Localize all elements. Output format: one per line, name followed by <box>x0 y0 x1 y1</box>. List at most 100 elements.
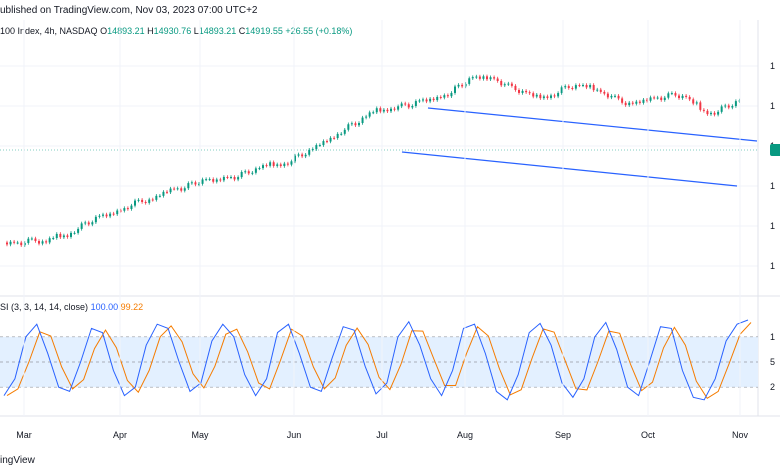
candle-down <box>180 188 183 191</box>
candle-down <box>525 90 528 93</box>
candle-down <box>493 77 496 79</box>
candle-up <box>350 123 353 125</box>
open-label: O <box>100 26 108 36</box>
candle-down <box>660 97 663 101</box>
candle-up <box>475 76 478 78</box>
candle-down <box>301 154 304 157</box>
low-label: L <box>193 26 199 36</box>
candle-up <box>62 235 65 238</box>
candle-up <box>649 97 652 101</box>
channel-upper-line <box>427 107 758 142</box>
candle-down <box>621 98 624 103</box>
candle-down <box>247 171 250 174</box>
candle-up <box>215 179 218 182</box>
candle-up <box>507 83 510 85</box>
candle-up <box>251 172 254 174</box>
candle-up <box>290 161 293 165</box>
candle-up <box>734 101 737 107</box>
candle-up <box>382 109 385 112</box>
symbol-legend: 100 Index, 4h, NASDAQ O14893.21 H14930.7… <box>0 26 352 36</box>
candle-up <box>464 83 467 87</box>
candle-up <box>372 112 375 114</box>
candle-up <box>237 177 240 180</box>
candle-down <box>446 95 449 97</box>
stoch-d-value: 99.22 <box>120 302 144 312</box>
candle-up <box>91 222 94 225</box>
candle-up <box>244 171 247 173</box>
candle-up <box>564 86 567 88</box>
candle-up <box>198 183 200 185</box>
candle-up <box>656 97 659 99</box>
candle-up <box>283 163 286 167</box>
candle-down <box>486 76 488 80</box>
candle-up <box>535 94 538 97</box>
candle-down <box>173 188 176 190</box>
candle-up <box>642 99 645 103</box>
month-label-jul: Jul <box>376 430 388 440</box>
candle-down <box>38 241 40 244</box>
candle-up <box>628 102 631 106</box>
candle-up <box>731 106 734 108</box>
publish-text: ublished on TradingView.com, Nov 03, 202… <box>0 5 258 16</box>
candle-down <box>692 99 695 104</box>
candle-up <box>201 179 204 184</box>
candle-down <box>678 95 680 99</box>
candle-down <box>20 242 23 246</box>
candle-up <box>183 188 186 191</box>
candle-up <box>73 232 76 234</box>
candle-up <box>30 238 33 240</box>
candle-down <box>510 83 513 86</box>
price-tick-label: 1 <box>770 261 775 271</box>
candle-up <box>52 238 55 240</box>
candle-up <box>663 97 666 101</box>
candle-down <box>478 76 481 79</box>
month-label-nov: Nov <box>732 430 749 440</box>
publish-header: ublished on TradingView.com, Nov 03, 202… <box>0 0 780 20</box>
candle-up <box>162 191 165 196</box>
tradingview-brand: ingView <box>0 455 35 466</box>
candle-up <box>187 183 190 189</box>
candle-down <box>272 162 275 166</box>
candle-up <box>340 133 343 135</box>
candle-up <box>294 155 296 162</box>
candle-up <box>222 176 225 181</box>
candle-up <box>450 92 453 97</box>
candle-down <box>279 164 282 167</box>
candle-down <box>404 103 407 105</box>
open-value: 14893.21 <box>107 26 145 36</box>
candle-up <box>610 95 613 98</box>
candle-up <box>48 238 51 243</box>
candle-up <box>635 101 638 104</box>
candle-up <box>574 85 577 89</box>
candle-up <box>116 210 119 215</box>
candle-up <box>190 182 193 184</box>
candle-up <box>318 145 321 147</box>
candle-up <box>262 165 264 169</box>
candle-up <box>276 164 279 166</box>
candle-up <box>98 215 101 217</box>
candle-up <box>347 124 350 130</box>
candle-up <box>80 223 83 229</box>
candle-down <box>500 81 503 86</box>
candle-up <box>258 168 261 170</box>
month-label-mar: Mar <box>16 430 32 440</box>
candle-down <box>624 102 627 106</box>
candle-up <box>542 96 545 99</box>
candle-down <box>194 182 197 185</box>
candle-up <box>23 242 26 246</box>
candle-up <box>322 141 325 146</box>
price-tick-label: 1 <box>770 101 775 111</box>
candle-down <box>606 93 609 98</box>
candle-up <box>717 111 720 115</box>
candle-up <box>169 188 172 193</box>
candle-up <box>667 93 670 98</box>
candle-down <box>439 96 442 98</box>
candle-up <box>375 108 378 113</box>
stoch-rsi-name: SI (3, 3, 14, 14, close) <box>0 302 89 312</box>
candle-down <box>571 87 574 89</box>
candle-down <box>66 235 69 237</box>
candle-up <box>102 214 104 216</box>
month-label-jun: Jun <box>287 430 302 440</box>
change-value: +26.55 (+0.18%) <box>285 26 353 36</box>
